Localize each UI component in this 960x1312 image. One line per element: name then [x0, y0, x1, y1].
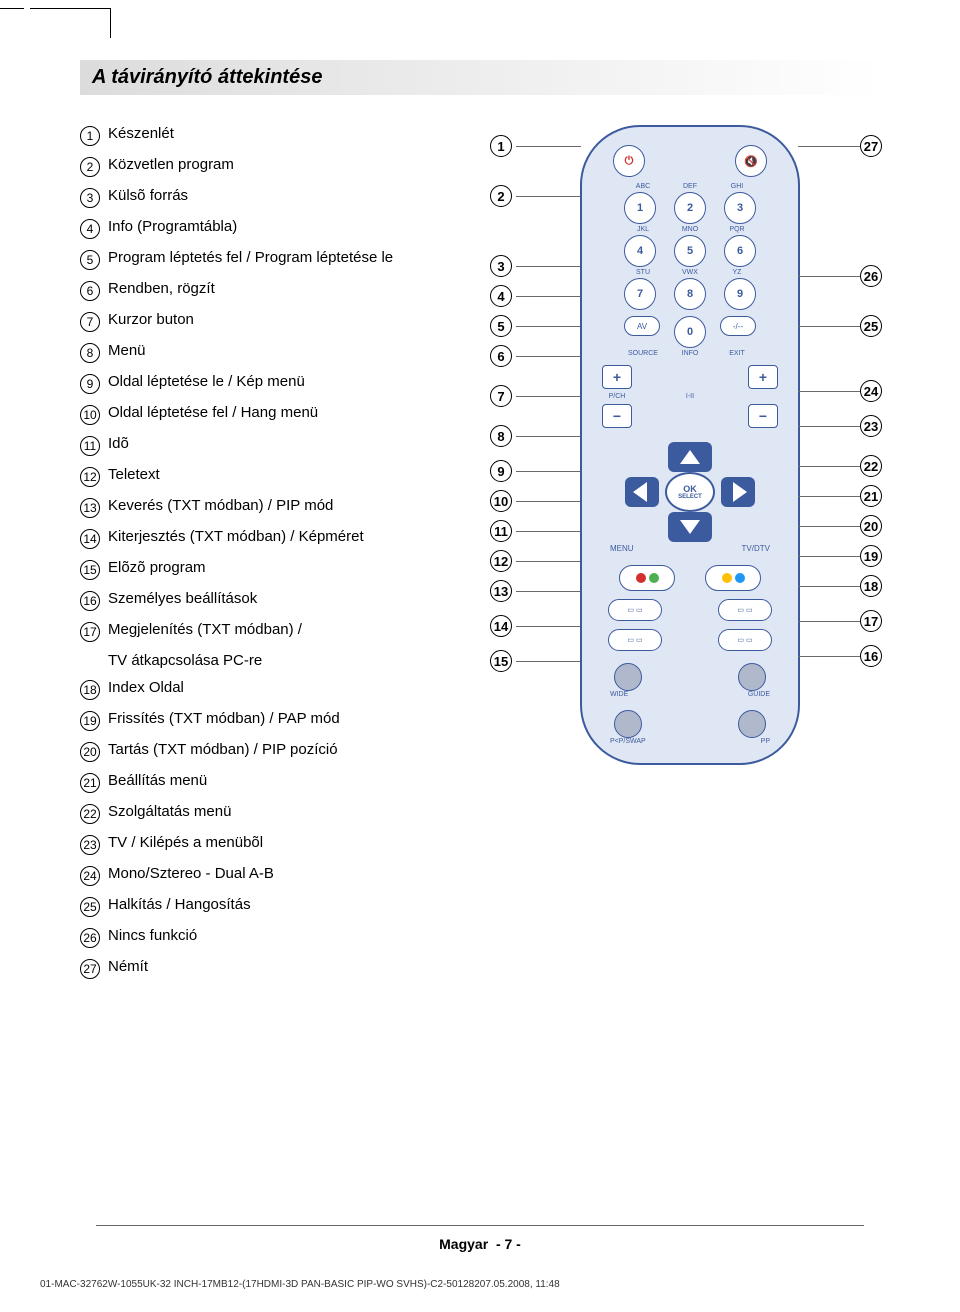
legend-item: 26Nincs funkció — [80, 927, 480, 948]
callout: 2 — [490, 185, 512, 207]
legend-item: 14Kiterjesztés (TXT módban) / Képméret — [80, 528, 480, 549]
callout: 6 — [490, 345, 512, 367]
power-icon: ⏻ — [613, 145, 645, 177]
callout: 22 — [860, 455, 882, 477]
legend-item: 11Idõ — [80, 435, 480, 456]
callout: 12 — [490, 550, 512, 572]
callout: 4 — [490, 285, 512, 307]
callout: 18 — [860, 575, 882, 597]
callout: 8 — [490, 425, 512, 447]
legend-item: 2Közvetlen program — [80, 156, 480, 177]
callout: 1 — [490, 135, 512, 157]
legend-item: 6Rendben, rögzít — [80, 280, 480, 301]
callout: 5 — [490, 315, 512, 337]
legend-item: 8Menü — [80, 342, 480, 363]
legend-item: 1Készenlét — [80, 125, 480, 146]
page: A távirányító áttekintése 1Készenlét 2Köz… — [0, 0, 960, 1029]
legend-item: 24Mono/Sztereo - Dual A-B — [80, 865, 480, 886]
callout: 19 — [860, 545, 882, 567]
footline: 01-MAC-32762W-1055UK-32 INCH-17MB12-(17H… — [40, 1279, 560, 1290]
legend-item: 18Index Oldal — [80, 679, 480, 700]
mute-icon: 🔇 — [735, 145, 767, 177]
legend-item: 12Teletext — [80, 466, 480, 487]
legend-item: 9Oldal léptetése le / Kép menü — [80, 373, 480, 394]
callout: 24 — [860, 380, 882, 402]
legend-item: 13Keverés (TXT módban) / PIP mód — [80, 497, 480, 518]
legend-item: 16Személyes beállítások — [80, 590, 480, 611]
legend-item: 23TV / Kilépés a menübõl — [80, 834, 480, 855]
callout: 9 — [490, 460, 512, 482]
remote-diagram: 123456789101112131415 ⏻ 🔇 ABCDEFGHI 123 … — [490, 125, 880, 989]
legend-item: 5Program léptetés fel / Program léptetés… — [80, 249, 480, 270]
footer: Magyar - 7 - — [0, 1225, 960, 1252]
legend-item: 20Tartás (TXT módban) / PIP pozíció — [80, 741, 480, 762]
heading-bar: A távirányító áttekintése — [80, 60, 880, 95]
callout: 15 — [490, 650, 512, 672]
callout: 13 — [490, 580, 512, 602]
callout: 25 — [860, 315, 882, 337]
legend-item: 10Oldal léptetése fel / Hang menü — [80, 404, 480, 425]
callout: 17 — [860, 610, 882, 632]
callout: 3 — [490, 255, 512, 277]
legend-item: 15Elõzõ program — [80, 559, 480, 580]
legend-item: 4Info (Programtábla) — [80, 218, 480, 239]
legend-item: 3Külsõ forrás — [80, 187, 480, 208]
legend-item: 22Szolgáltatás menü — [80, 803, 480, 824]
legend-item: 27Némít — [80, 958, 480, 979]
page-title: A távirányító áttekintése — [92, 66, 868, 89]
legend-item: 17Megjelenítés (TXT módban) / — [80, 621, 480, 642]
callout: 27 — [860, 135, 882, 157]
callout: 14 — [490, 615, 512, 637]
callout: 23 — [860, 415, 882, 437]
callout: 11 — [490, 520, 512, 542]
legend-item: 19Frissítés (TXT módban) / PAP mód — [80, 710, 480, 731]
callout: 10 — [490, 490, 512, 512]
callout: 21 — [860, 485, 882, 507]
callout: 26 — [860, 265, 882, 287]
callout: 7 — [490, 385, 512, 407]
legend-item: 25Halkítás / Hangosítás — [80, 896, 480, 917]
legend-item: 7Kurzor buton — [80, 311, 480, 332]
legend-list: 1Készenlét 2Közvetlen program 3Külsõ forrá… — [80, 125, 480, 989]
numpad: ABCDEFGHI 123 JKLMNOPQR 456 STUVWXYZ 789… — [582, 183, 798, 357]
legend-item: 21Beállítás menü — [80, 772, 480, 793]
callout: 20 — [860, 515, 882, 537]
callout: 16 — [860, 645, 882, 667]
